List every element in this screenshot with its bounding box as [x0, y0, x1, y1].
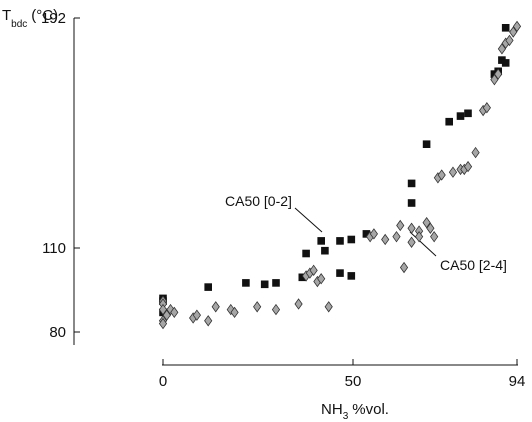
point-diamond	[482, 102, 491, 114]
point-diamond	[192, 309, 201, 321]
point-diamond	[430, 230, 439, 243]
point-square	[501, 59, 510, 67]
x-axis-title-sub: 3	[343, 411, 349, 422]
point-diamond	[448, 166, 458, 178]
point-diamond	[512, 20, 522, 33]
x-tick-label: 50	[345, 373, 362, 390]
point-diamond	[437, 169, 446, 181]
y-tick-label: 192	[41, 10, 66, 27]
point-square	[317, 237, 325, 245]
point-diamond	[490, 73, 499, 86]
point-square	[422, 140, 431, 148]
point-square	[347, 235, 356, 244]
point-diamond	[407, 222, 416, 234]
x-axis-title: NH3 %vol.	[321, 401, 389, 422]
point-square	[321, 246, 329, 255]
point-square	[445, 117, 453, 126]
y-tick-label: 80	[49, 324, 66, 341]
point-diamond	[463, 160, 473, 173]
point-diamond	[381, 233, 390, 246]
x-axis-title-main: NH	[321, 401, 343, 418]
point-diamond	[505, 34, 514, 47]
point-diamond	[369, 228, 378, 240]
point-square	[501, 24, 510, 32]
point-diamond	[294, 298, 303, 310]
point-diamond	[392, 230, 401, 243]
point-square	[407, 199, 416, 207]
annotation-label-ca50-2-4: CA50 [2-4]	[440, 257, 507, 273]
point-diamond	[324, 301, 333, 313]
point-square	[336, 269, 344, 277]
point-diamond	[158, 317, 168, 330]
annotations: CA50 [0-2] CA50 [2-4]	[225, 193, 507, 273]
point-diamond	[497, 43, 507, 55]
y-axis: 192 110 80 Tbdc (°C)	[2, 7, 80, 345]
point-square	[204, 283, 212, 291]
point-diamond	[271, 303, 281, 316]
point-diamond	[162, 309, 171, 321]
annotation-leader-ca50-0-2	[294, 207, 323, 233]
point-square	[242, 279, 250, 287]
point-square	[336, 237, 344, 245]
x-tick-label: 94	[509, 373, 526, 390]
point-square	[347, 272, 356, 280]
y-tick-label: 110	[42, 240, 66, 257]
point-square	[362, 230, 371, 238]
y-axis-title-sub: bdc	[11, 19, 27, 30]
point-diamond	[230, 306, 239, 319]
point-diamond	[170, 306, 179, 319]
data-points	[158, 20, 522, 330]
point-square	[407, 179, 416, 188]
point-diamond	[414, 230, 424, 243]
point-diamond	[399, 261, 409, 274]
point-diamond	[204, 315, 213, 327]
annotation-leader-ca50-2-4	[409, 231, 437, 257]
point-diamond	[317, 273, 326, 285]
point-square	[464, 109, 472, 118]
point-diamond	[211, 301, 220, 313]
point-diamond	[407, 236, 416, 248]
point-diamond	[494, 68, 503, 80]
x-tick-label: 0	[159, 373, 167, 390]
y-axis-title: Tbdc (°C)	[2, 7, 58, 30]
y-axis-title-main: T	[2, 7, 11, 24]
point-diamond	[509, 26, 518, 38]
point-square	[302, 249, 310, 258]
point-diamond	[309, 264, 318, 277]
point-square	[456, 112, 465, 120]
x-axis-title-unit: %vol.	[352, 401, 389, 418]
x-axis: 0 50 94 NH3 %vol.	[159, 359, 526, 422]
point-square	[298, 273, 307, 282]
point-square	[272, 279, 280, 287]
point-square	[260, 280, 269, 289]
point-diamond	[471, 146, 480, 159]
point-diamond	[396, 219, 405, 232]
point-diamond	[426, 222, 435, 234]
y-axis-title-unit: (°C)	[31, 7, 58, 24]
point-diamond	[422, 216, 431, 229]
point-diamond	[158, 303, 168, 316]
annotation-label-ca50-0-2: CA50 [0-2]	[225, 193, 292, 209]
point-diamond	[253, 301, 262, 313]
